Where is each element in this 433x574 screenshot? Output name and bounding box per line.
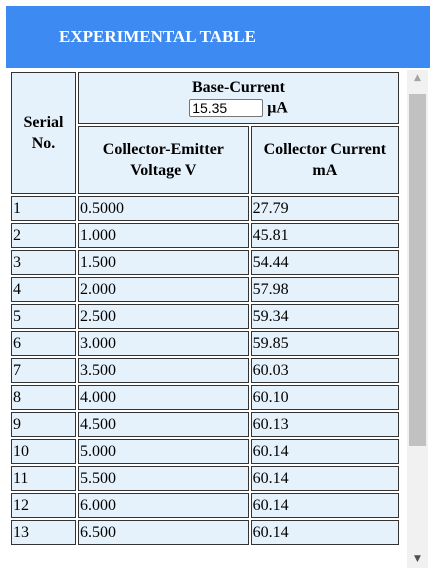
voltage-cell: 3.500	[78, 358, 249, 383]
table-row: 1 0.5000 27.79	[11, 196, 399, 221]
base-current-unit: μA	[267, 99, 288, 117]
vertical-scrollbar[interactable]: ▲ ▼	[407, 70, 428, 568]
panel-title: EXPERIMENTAL TABLE	[59, 27, 256, 46]
current-cell: 45.81	[250, 223, 399, 248]
table-row: 8 4.000 60.10	[11, 385, 399, 410]
table-row: 12 6.000 60.14	[11, 493, 399, 518]
title-bar: EXPERIMENTAL TABLE	[6, 6, 430, 68]
table-row: 9 4.500 60.13	[11, 412, 399, 437]
current-cell: 60.14	[250, 466, 399, 491]
voltage-cell: 1.500	[78, 250, 249, 275]
voltage-cell: 6.000	[78, 493, 249, 518]
current-header-text: Collector Current mA	[263, 141, 387, 179]
serial-cell: 5	[11, 304, 77, 329]
table-scroll-area[interactable]: Serial No. Base-Current μA Collector-Emi…	[10, 70, 406, 568]
serial-cell: 4	[11, 277, 77, 302]
voltage-cell: 6.500	[78, 520, 249, 545]
voltage-cell: 2.500	[78, 304, 249, 329]
current-cell: 60.14	[250, 520, 399, 545]
serial-cell: 8	[11, 385, 77, 410]
base-current-input[interactable]	[189, 99, 264, 118]
table-row: 10 5.000 60.14	[11, 439, 399, 464]
current-cell: 59.85	[250, 331, 399, 356]
table-row: 6 3.000 59.85	[11, 331, 399, 356]
serial-cell: 7	[11, 358, 77, 383]
table-row: 13 6.500 60.14	[11, 520, 399, 545]
table-row: 3 1.500 54.44	[11, 250, 399, 275]
serial-cell: 12	[11, 493, 77, 518]
current-cell: 54.44	[250, 250, 399, 275]
experimental-table-panel: EXPERIMENTAL TABLE Serial No. Base-Curre…	[6, 6, 430, 572]
table-row: 7 3.500 60.03	[11, 358, 399, 383]
current-cell: 27.79	[250, 196, 399, 221]
voltage-cell: 5.000	[78, 439, 249, 464]
voltage-cell: 2.000	[78, 277, 249, 302]
voltage-cell: 1.000	[78, 223, 249, 248]
voltage-cell: 3.000	[78, 331, 249, 356]
scroll-up-arrow-icon[interactable]: ▲	[414, 73, 421, 83]
voltage-cell: 4.500	[78, 412, 249, 437]
table-row: 4 2.000 57.98	[11, 277, 399, 302]
base-current-header: Base-Current μA	[78, 72, 399, 124]
table-row: 5 2.500 59.34	[11, 304, 399, 329]
current-cell: 60.10	[250, 385, 399, 410]
voltage-cell: 5.500	[78, 466, 249, 491]
voltage-header-text: Collector-Emitter Voltage V	[102, 141, 224, 179]
serial-no-header-text: Serial No.	[23, 114, 64, 152]
serial-cell: 3	[11, 250, 77, 275]
current-cell: 60.03	[250, 358, 399, 383]
serial-no-header: Serial No.	[11, 72, 77, 194]
current-cell: 60.13	[250, 412, 399, 437]
serial-cell: 9	[11, 412, 77, 437]
collector-current-header: Collector Current mA	[250, 126, 399, 194]
serial-cell: 11	[11, 466, 77, 491]
serial-cell: 6	[11, 331, 77, 356]
current-cell: 57.98	[250, 277, 399, 302]
current-cell: 60.14	[250, 439, 399, 464]
serial-cell: 10	[11, 439, 77, 464]
serial-cell: 1	[11, 196, 77, 221]
collector-emitter-voltage-header: Collector-Emitter Voltage V	[78, 126, 249, 194]
serial-cell: 2	[11, 223, 77, 248]
experimental-table: Serial No. Base-Current μA Collector-Emi…	[10, 70, 401, 547]
table-row: 2 1.000 45.81	[11, 223, 399, 248]
current-cell: 59.34	[250, 304, 399, 329]
current-cell: 60.14	[250, 493, 399, 518]
base-current-label: Base-Current	[191, 78, 286, 96]
voltage-cell: 4.000	[78, 385, 249, 410]
voltage-cell: 0.5000	[78, 196, 249, 221]
table-row: 11 5.500 60.14	[11, 466, 399, 491]
scroll-down-arrow-icon[interactable]: ▼	[414, 554, 421, 564]
table-body: 1 0.5000 27.79 2 1.000 45.81 3 1.500 54.44 4 2.000…	[11, 196, 399, 545]
serial-cell: 13	[11, 520, 77, 545]
scrollbar-thumb[interactable]	[409, 94, 426, 446]
